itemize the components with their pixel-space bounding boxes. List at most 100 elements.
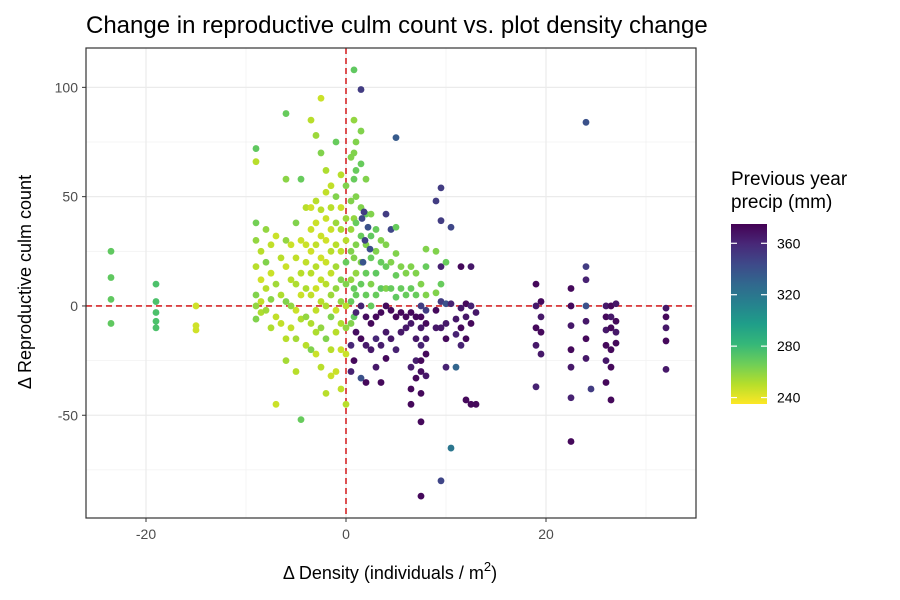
data-point [252, 302, 260, 310]
data-point [272, 400, 280, 408]
data-point [327, 291, 335, 299]
data-point [277, 254, 285, 262]
data-point [407, 309, 415, 316]
data-point [587, 385, 595, 393]
data-point [350, 149, 358, 157]
data-point [327, 269, 335, 277]
data-point [327, 372, 335, 380]
colorbar-tick-label: 280 [777, 338, 801, 354]
minor-gridlines [86, 48, 696, 518]
data-point [107, 320, 115, 327]
colorbar-tick-label: 320 [777, 287, 801, 303]
data-point [327, 182, 335, 190]
data-point [582, 302, 590, 310]
data-point [292, 280, 300, 288]
data-point [397, 263, 405, 271]
data-point [567, 438, 575, 445]
data-point [392, 346, 400, 354]
data-point [262, 306, 270, 314]
data-point [352, 291, 360, 299]
data-point [302, 341, 310, 349]
data-point [407, 400, 415, 408]
data-point [662, 324, 670, 332]
data-point [327, 247, 335, 255]
data-point [360, 208, 368, 216]
data-point [361, 236, 369, 244]
data-point [417, 492, 425, 500]
data-point [292, 335, 300, 343]
data-point [417, 280, 425, 288]
data-point [350, 254, 358, 262]
data-point [417, 341, 425, 349]
data-point [267, 241, 275, 249]
data-point [382, 285, 390, 292]
data-point [362, 379, 370, 386]
data-point [372, 335, 380, 343]
data-point [337, 171, 345, 179]
data-point [297, 291, 305, 299]
data-point [312, 285, 320, 292]
data-point [422, 245, 430, 253]
data-point [462, 396, 470, 404]
data-point [332, 328, 340, 336]
x-axis-ticks: -20 0 20 [136, 518, 554, 542]
data-point [337, 298, 345, 305]
data-point [307, 204, 315, 211]
data-point [417, 324, 425, 332]
data-point [297, 175, 305, 183]
data-point [467, 320, 475, 327]
data-point [350, 66, 358, 74]
data-point [602, 341, 610, 349]
data-point [392, 250, 400, 257]
data-point [252, 263, 260, 271]
data-point [532, 324, 540, 332]
data-point [392, 134, 400, 142]
data-point [312, 350, 320, 358]
data-point [372, 247, 380, 255]
data-point [152, 324, 160, 332]
data-point [267, 324, 275, 332]
data-point [447, 444, 455, 452]
colorbar-ticks: 240 280 320 360 [731, 235, 801, 406]
data-point [532, 280, 540, 288]
data-point [437, 217, 445, 225]
data-point [277, 320, 285, 327]
data-point [317, 298, 325, 305]
data-point [347, 298, 355, 305]
data-point [377, 236, 385, 244]
data-point [342, 215, 350, 222]
y-tick-label: 100 [55, 79, 79, 95]
data-point [382, 355, 390, 362]
data-point [297, 236, 305, 244]
data-point [432, 289, 440, 297]
data-point [302, 313, 310, 321]
data-point [422, 372, 430, 380]
data-point [297, 269, 305, 277]
data-point [277, 291, 285, 299]
data-point [107, 295, 115, 303]
data-point [437, 324, 445, 332]
legend-title: Previous year precip (mm) [731, 169, 852, 213]
colorbar-tick-label: 240 [777, 390, 801, 406]
reference-lines [86, 48, 696, 518]
x-axis-title-main: Δ Density (individuals / m [283, 563, 484, 583]
data-point [292, 306, 300, 314]
data-point [352, 269, 360, 277]
legend-title-line-1: Previous year [731, 169, 848, 190]
data-point [567, 363, 575, 371]
data-point [252, 315, 260, 323]
data-point [387, 306, 395, 314]
data-point [317, 149, 325, 157]
data-point [442, 363, 450, 371]
data-point [152, 317, 160, 325]
data-point [382, 210, 390, 218]
data-point [257, 247, 265, 255]
data-point [417, 357, 425, 365]
data-point [412, 374, 420, 382]
data-point [662, 304, 670, 312]
data-point [387, 258, 395, 266]
data-point [372, 291, 380, 299]
data-point [412, 313, 420, 321]
data-point [452, 363, 460, 371]
y-axis-title: Δ Reproductive culm count [15, 175, 35, 389]
